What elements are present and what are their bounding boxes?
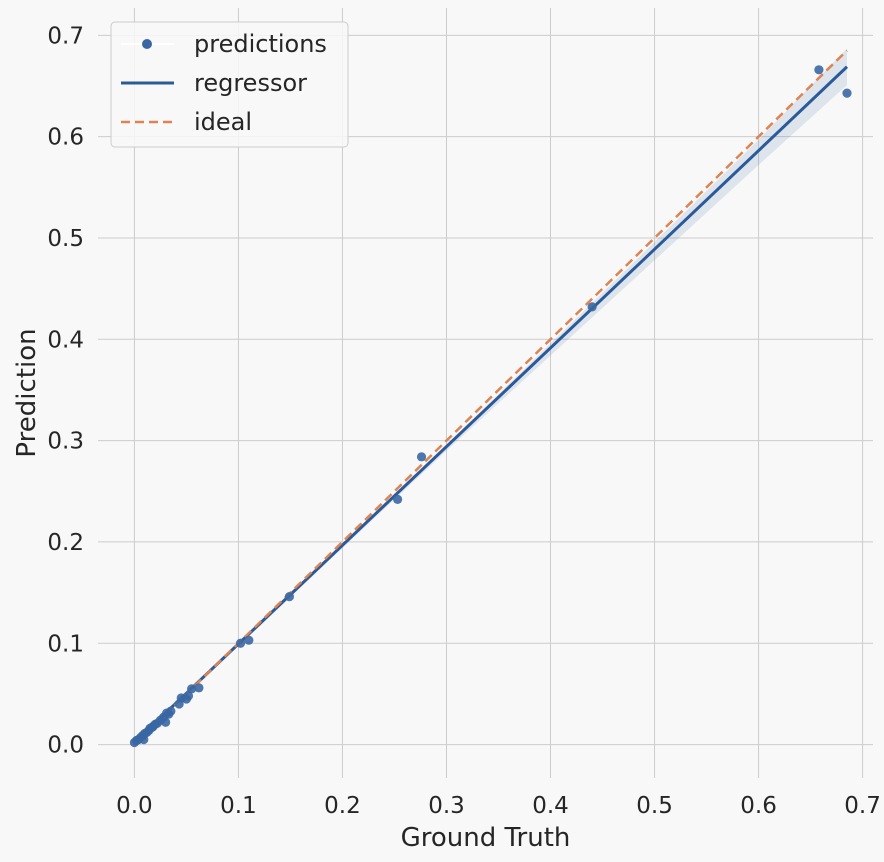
x-tick-label: 0.1 [220, 793, 257, 819]
x-tick-label: 0.3 [428, 793, 465, 819]
x-tick-label: 0.5 [636, 793, 673, 819]
legend-regressor-label: regressor [194, 69, 307, 97]
x-tick-labels: 0.0 0.1 0.2 0.3 0.4 0.5 0.6 0.7 [116, 793, 881, 819]
y-tick-label: 0.5 [47, 226, 84, 252]
data-point [194, 683, 204, 693]
x-tick-label: 0.6 [740, 793, 777, 819]
legend-predictions-label: predictions [194, 30, 327, 58]
x-tick-label: 0.2 [324, 793, 361, 819]
data-point [284, 592, 295, 602]
data-point [187, 684, 197, 694]
x-tick-label: 0.0 [116, 793, 153, 819]
data-point [166, 706, 176, 716]
data-point [244, 635, 254, 645]
y-tick-label: 0.2 [47, 530, 84, 556]
data-point [161, 717, 171, 727]
legend-predictions-marker [142, 39, 152, 49]
y-tick-label: 0.7 [47, 23, 84, 49]
data-point [814, 65, 824, 75]
y-tick-label: 0.6 [47, 125, 84, 151]
series-lines [133, 49, 849, 746]
prediction-points [129, 65, 852, 748]
legend: predictions regressor ideal [110, 21, 349, 148]
y-tick-labels: 0.0 0.1 0.2 0.3 0.4 0.5 0.6 0.7 [47, 23, 84, 758]
legend-ideal-label: ideal [194, 108, 252, 136]
legend-box [110, 21, 349, 148]
data-point [235, 638, 246, 648]
y-tick-label: 0.3 [47, 429, 84, 455]
y-tick-label: 0.0 [47, 733, 84, 759]
data-point [392, 494, 403, 504]
grid-lines [98, 8, 873, 778]
x-axis-label: Ground Truth [401, 823, 571, 853]
regressor-line [133, 65, 849, 744]
data-point [183, 691, 194, 701]
data-point [587, 302, 597, 312]
x-tick-label: 0.7 [844, 793, 881, 819]
ideal-line [133, 49, 848, 746]
y-axis-label: Prediction [12, 328, 42, 457]
data-point [842, 88, 852, 98]
y-tick-label: 0.4 [47, 327, 84, 353]
x-tick-label: 0.4 [532, 793, 569, 819]
y-tick-label: 0.1 [47, 631, 84, 657]
data-point [416, 452, 427, 462]
